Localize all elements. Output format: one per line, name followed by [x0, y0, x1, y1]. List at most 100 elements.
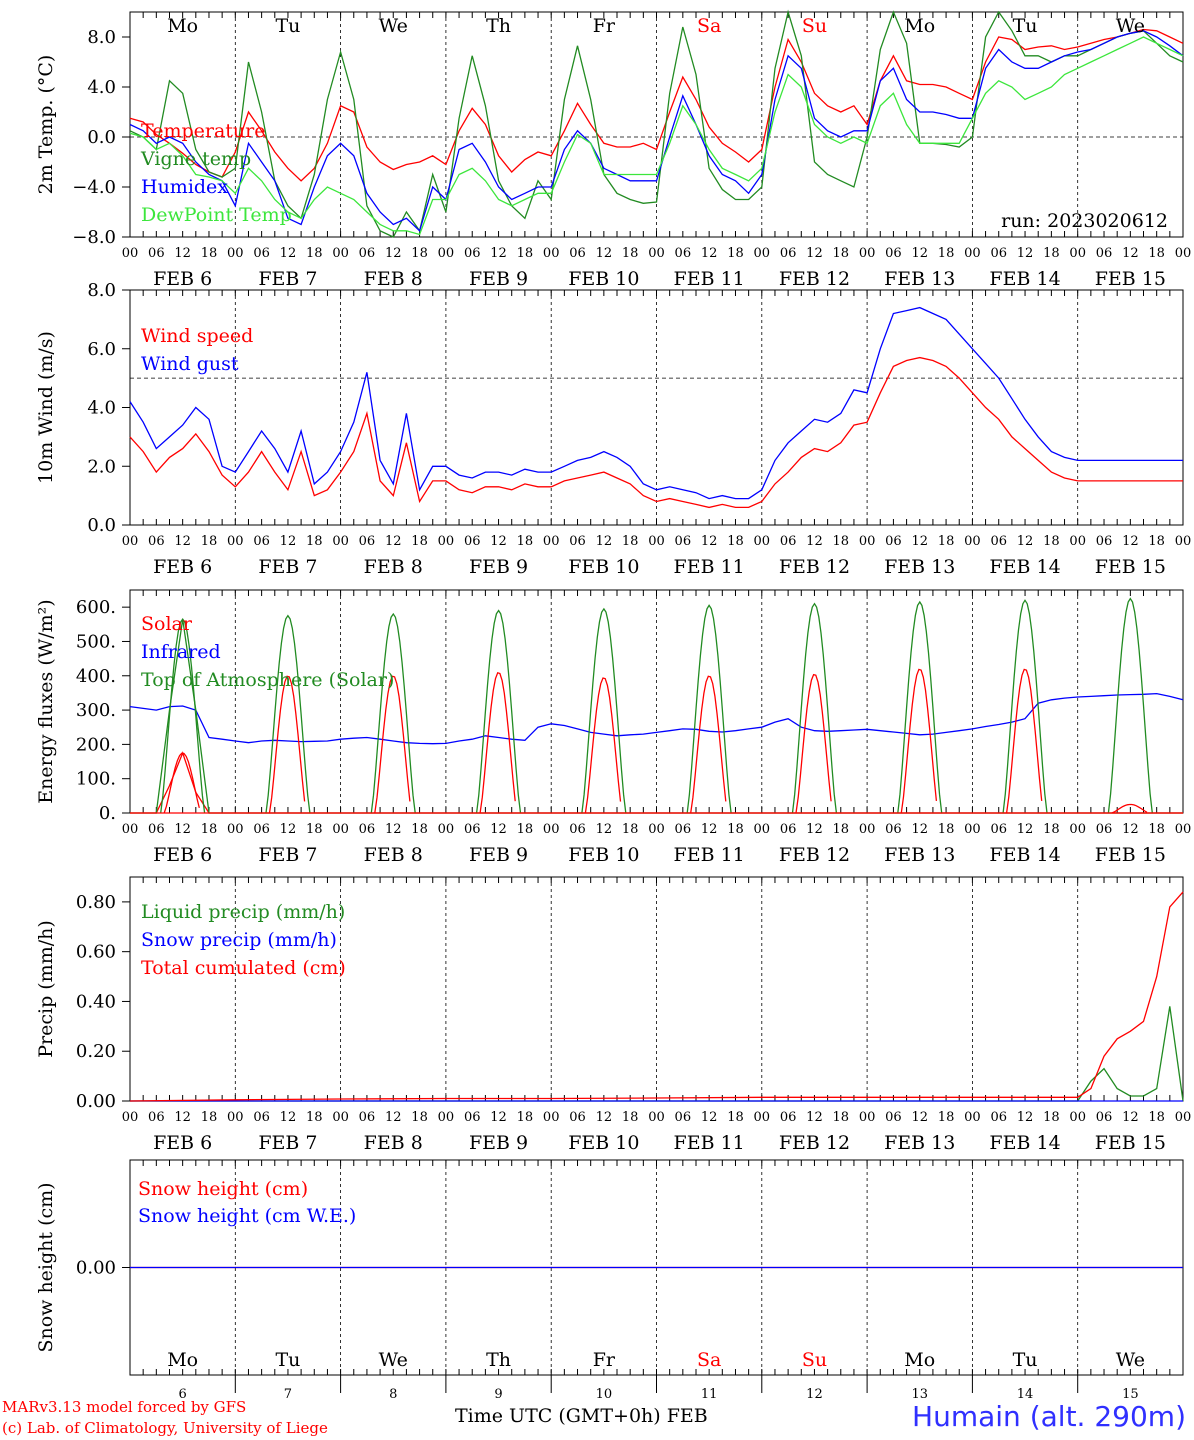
date-label: FEB 13 [884, 844, 955, 866]
hour-label: 06 [464, 1110, 481, 1125]
date-label: FEB 10 [568, 1132, 639, 1154]
hour-label: 00 [543, 534, 560, 549]
hour-label: 00 [332, 822, 349, 837]
date-label: FEB 6 [153, 844, 212, 866]
hour-label: 06 [1096, 534, 1113, 549]
hour-label: 18 [938, 246, 955, 261]
hour-label: 06 [148, 246, 165, 261]
hour-label: 12 [385, 822, 402, 837]
hour-label: 00 [543, 822, 560, 837]
panel-2: 0.0 2.0 4.0 6.0 8.0 10m Wind (m/s) Wind speed W… [35, 280, 1191, 578]
legend-entry: Snow height (cm) [138, 1178, 308, 1200]
plot-frame [129, 589, 1184, 814]
hour-label: 06 [359, 246, 376, 261]
hour-label: 12 [1122, 822, 1139, 837]
hour-label: 18 [517, 534, 534, 549]
legend-entry: Snow precip (mm/h) [141, 929, 337, 951]
hour-label: 06 [1096, 822, 1113, 837]
hour-label: 18 [727, 822, 744, 837]
hour-label: 00 [332, 534, 349, 549]
y-tick-label: 4.0 [87, 398, 116, 419]
hour-label: 06 [780, 1110, 797, 1125]
solar-day-curve [690, 675, 727, 814]
hour-label: 18 [517, 246, 534, 261]
hour-label: 00 [1069, 246, 1086, 261]
hour-label: 12 [1122, 246, 1139, 261]
hour-label: 00 [438, 1110, 455, 1125]
solar-day-curve [900, 668, 938, 814]
legend-entry: Wind speed [141, 325, 253, 347]
legend-entry: Vigne temp [140, 148, 251, 170]
y-tick-label: 2.0 [87, 456, 116, 477]
weekday-label: Sa [697, 15, 721, 37]
y-tick-label: 500. [76, 631, 116, 652]
hour-label: 12 [596, 1110, 613, 1125]
hour-label: 18 [622, 822, 639, 837]
hour-label: 12 [174, 822, 191, 837]
weekday-label: Mo [167, 15, 198, 37]
date-label: FEB 13 [884, 268, 955, 290]
hour-label: 06 [990, 1110, 1007, 1125]
hour-label: 18 [1148, 534, 1165, 549]
hour-label: 18 [727, 1110, 744, 1125]
hour-label: 06 [359, 1110, 376, 1125]
date-label: FEB 10 [568, 556, 639, 578]
hour-label: 06 [253, 822, 270, 837]
solar-day-curve [268, 675, 306, 814]
solar-day-curve [163, 752, 200, 814]
hour-label: 06 [885, 246, 902, 261]
y-tick-label: 8.0 [87, 27, 116, 48]
hour-label: 18 [622, 246, 639, 261]
day-number-label: 11 [701, 1387, 718, 1402]
date-label: FEB 13 [884, 1132, 955, 1154]
hour-label: 18 [622, 534, 639, 549]
hour-label: 00 [964, 1110, 981, 1125]
date-label: FEB 11 [674, 268, 745, 290]
hour-label: 18 [1148, 1110, 1165, 1125]
date-label: FEB 8 [364, 844, 423, 866]
y-tick-label: 200. [76, 734, 116, 755]
hour-label: 00 [648, 534, 665, 549]
hour-label: 18 [622, 1110, 639, 1125]
day-number-label: 13 [911, 1387, 928, 1402]
date-label: FEB 11 [674, 844, 745, 866]
hour-label: 06 [464, 534, 481, 549]
hour-label: 18 [727, 246, 744, 261]
hour-label: 18 [833, 246, 850, 261]
hour-label: 18 [1043, 534, 1060, 549]
weekday-label: Th [486, 15, 511, 37]
toa-solar-day-curve [475, 609, 522, 814]
hour-label: 06 [885, 1110, 902, 1125]
solar-day-curve [479, 671, 516, 814]
hour-label: 12 [911, 822, 928, 837]
y-tick-label: 0.0 [87, 127, 116, 148]
hour-label: 00 [1175, 822, 1192, 837]
legend-entry: Total cumulated (cm) [141, 957, 346, 979]
weekday-label: Mo [904, 1349, 935, 1371]
hour-label: 06 [464, 822, 481, 837]
y-tick-label: 4.0 [87, 77, 116, 98]
weekday-label: We [1116, 15, 1145, 37]
y-tick-label: 0.80 [76, 892, 116, 913]
hour-label: 06 [675, 1110, 692, 1125]
y-axis-title: Energy fluxes (W/m²) [35, 599, 57, 803]
hour-label: 00 [438, 822, 455, 837]
date-label: FEB 9 [469, 556, 528, 578]
panel-5: 0.00 Snow height (cm) Snow height (cm) Snow… [35, 1159, 1184, 1402]
legend-entry: Solar [141, 613, 193, 635]
date-label: FEB 12 [779, 556, 850, 578]
hour-label: 18 [306, 822, 323, 837]
date-label: FEB 7 [258, 268, 317, 290]
date-label: FEB 13 [884, 556, 955, 578]
series-line [129, 28, 1184, 182]
weekday-label: Tu [1013, 15, 1038, 37]
hour-label: 00 [964, 246, 981, 261]
hour-label: 12 [1017, 534, 1034, 549]
hour-label: 06 [990, 534, 1007, 549]
hour-label: 00 [122, 1110, 139, 1125]
hour-label: 18 [411, 822, 428, 837]
date-label: FEB 6 [153, 556, 212, 578]
y-tick-label: 300. [76, 700, 116, 721]
hour-label: 00 [964, 822, 981, 837]
station-name: Humain (alt. 290m) [912, 1400, 1186, 1433]
